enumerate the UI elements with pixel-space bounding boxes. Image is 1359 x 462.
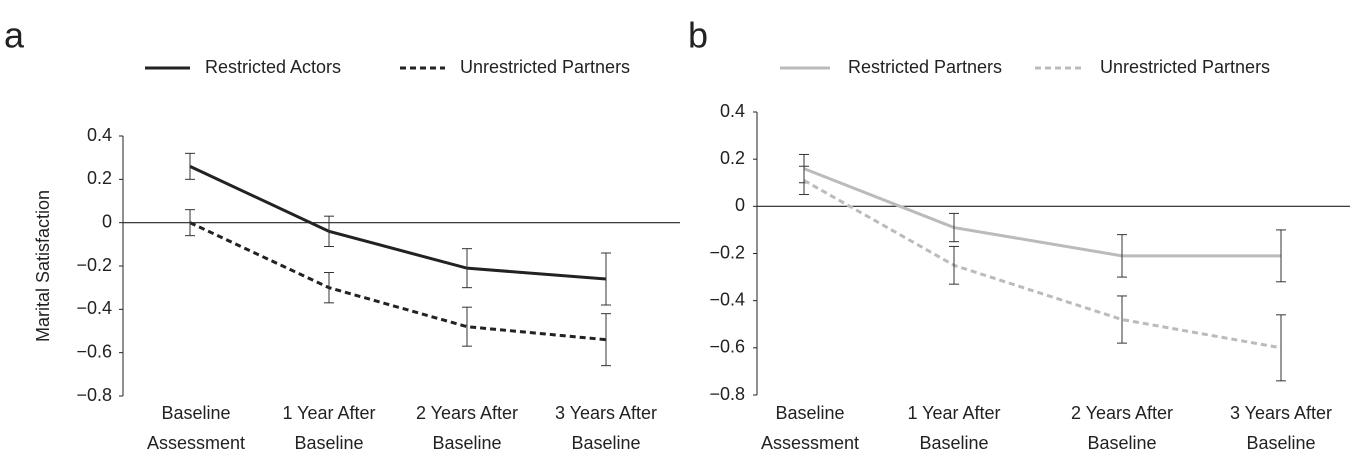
error-bar xyxy=(601,313,611,367)
y-tick-label: 0 xyxy=(735,195,745,215)
error-bar xyxy=(799,165,809,196)
panel-label: a xyxy=(4,15,25,56)
line xyxy=(803,167,1281,258)
line xyxy=(189,164,607,281)
y-tick-label: 0.2 xyxy=(87,168,112,188)
x-tick-label: Baseline xyxy=(294,433,363,453)
panel-label: b xyxy=(688,15,708,56)
error-bar xyxy=(1117,234,1127,278)
y-tick-label: 0.2 xyxy=(720,148,745,168)
legend-label: Unrestricted Partners xyxy=(1100,57,1270,77)
x-tick-label: Assessment xyxy=(761,433,859,453)
y-tick-label: −0.6 xyxy=(76,341,112,361)
x-tick-label: Baseline xyxy=(919,433,988,453)
error-bar xyxy=(185,209,195,237)
error-bar xyxy=(324,215,334,247)
x-tick-label: 2 Years After xyxy=(1071,403,1173,423)
y-tick-label: −0.4 xyxy=(76,298,112,318)
error-bar xyxy=(601,252,611,306)
y-tick-label: 0 xyxy=(102,211,112,231)
x-tick-label: Baseline xyxy=(432,433,501,453)
error-bar xyxy=(324,272,334,304)
error-bar xyxy=(1276,314,1286,382)
error-bar xyxy=(462,306,472,347)
y-tick-label: −0.8 xyxy=(76,385,112,405)
y-tick-label: −0.6 xyxy=(709,337,745,357)
x-tick-label: 2 Years After xyxy=(416,403,518,423)
x-tick-label: Baseline xyxy=(161,403,230,423)
x-tick-label: 1 Year After xyxy=(907,403,1000,423)
x-tick-label: Baseline xyxy=(571,433,640,453)
x-tick-label: 3 Years After xyxy=(555,403,657,423)
y-tick-label: 0.4 xyxy=(720,101,745,121)
error-bar xyxy=(1276,229,1286,283)
y-tick-label: −0.4 xyxy=(709,289,745,309)
legend-label: Restricted Actors xyxy=(205,57,341,77)
x-tick-label: 3 Years After xyxy=(1230,403,1332,423)
error-bar xyxy=(185,152,195,180)
error-bar xyxy=(949,245,959,285)
error-bar xyxy=(949,212,959,243)
legend-label: Restricted Partners xyxy=(848,57,1002,77)
error-bar xyxy=(462,248,472,289)
y-axis-label: Marital Satisfaction xyxy=(33,190,53,342)
line xyxy=(189,221,607,342)
y-tick-label: 0.4 xyxy=(87,125,112,145)
line xyxy=(803,179,1282,350)
x-tick-label: Assessment xyxy=(147,433,245,453)
y-tick-label: −0.8 xyxy=(709,384,745,404)
legend-label: Unrestricted Partners xyxy=(460,57,630,77)
y-tick-label: −0.2 xyxy=(709,242,745,262)
error-bar xyxy=(1117,295,1127,344)
x-tick-label: Baseline xyxy=(1087,433,1156,453)
y-tick-label: −0.2 xyxy=(76,255,112,275)
x-tick-label: Baseline xyxy=(1246,433,1315,453)
x-tick-label: Baseline xyxy=(775,403,844,423)
x-tick-label: 1 Year After xyxy=(282,403,375,423)
